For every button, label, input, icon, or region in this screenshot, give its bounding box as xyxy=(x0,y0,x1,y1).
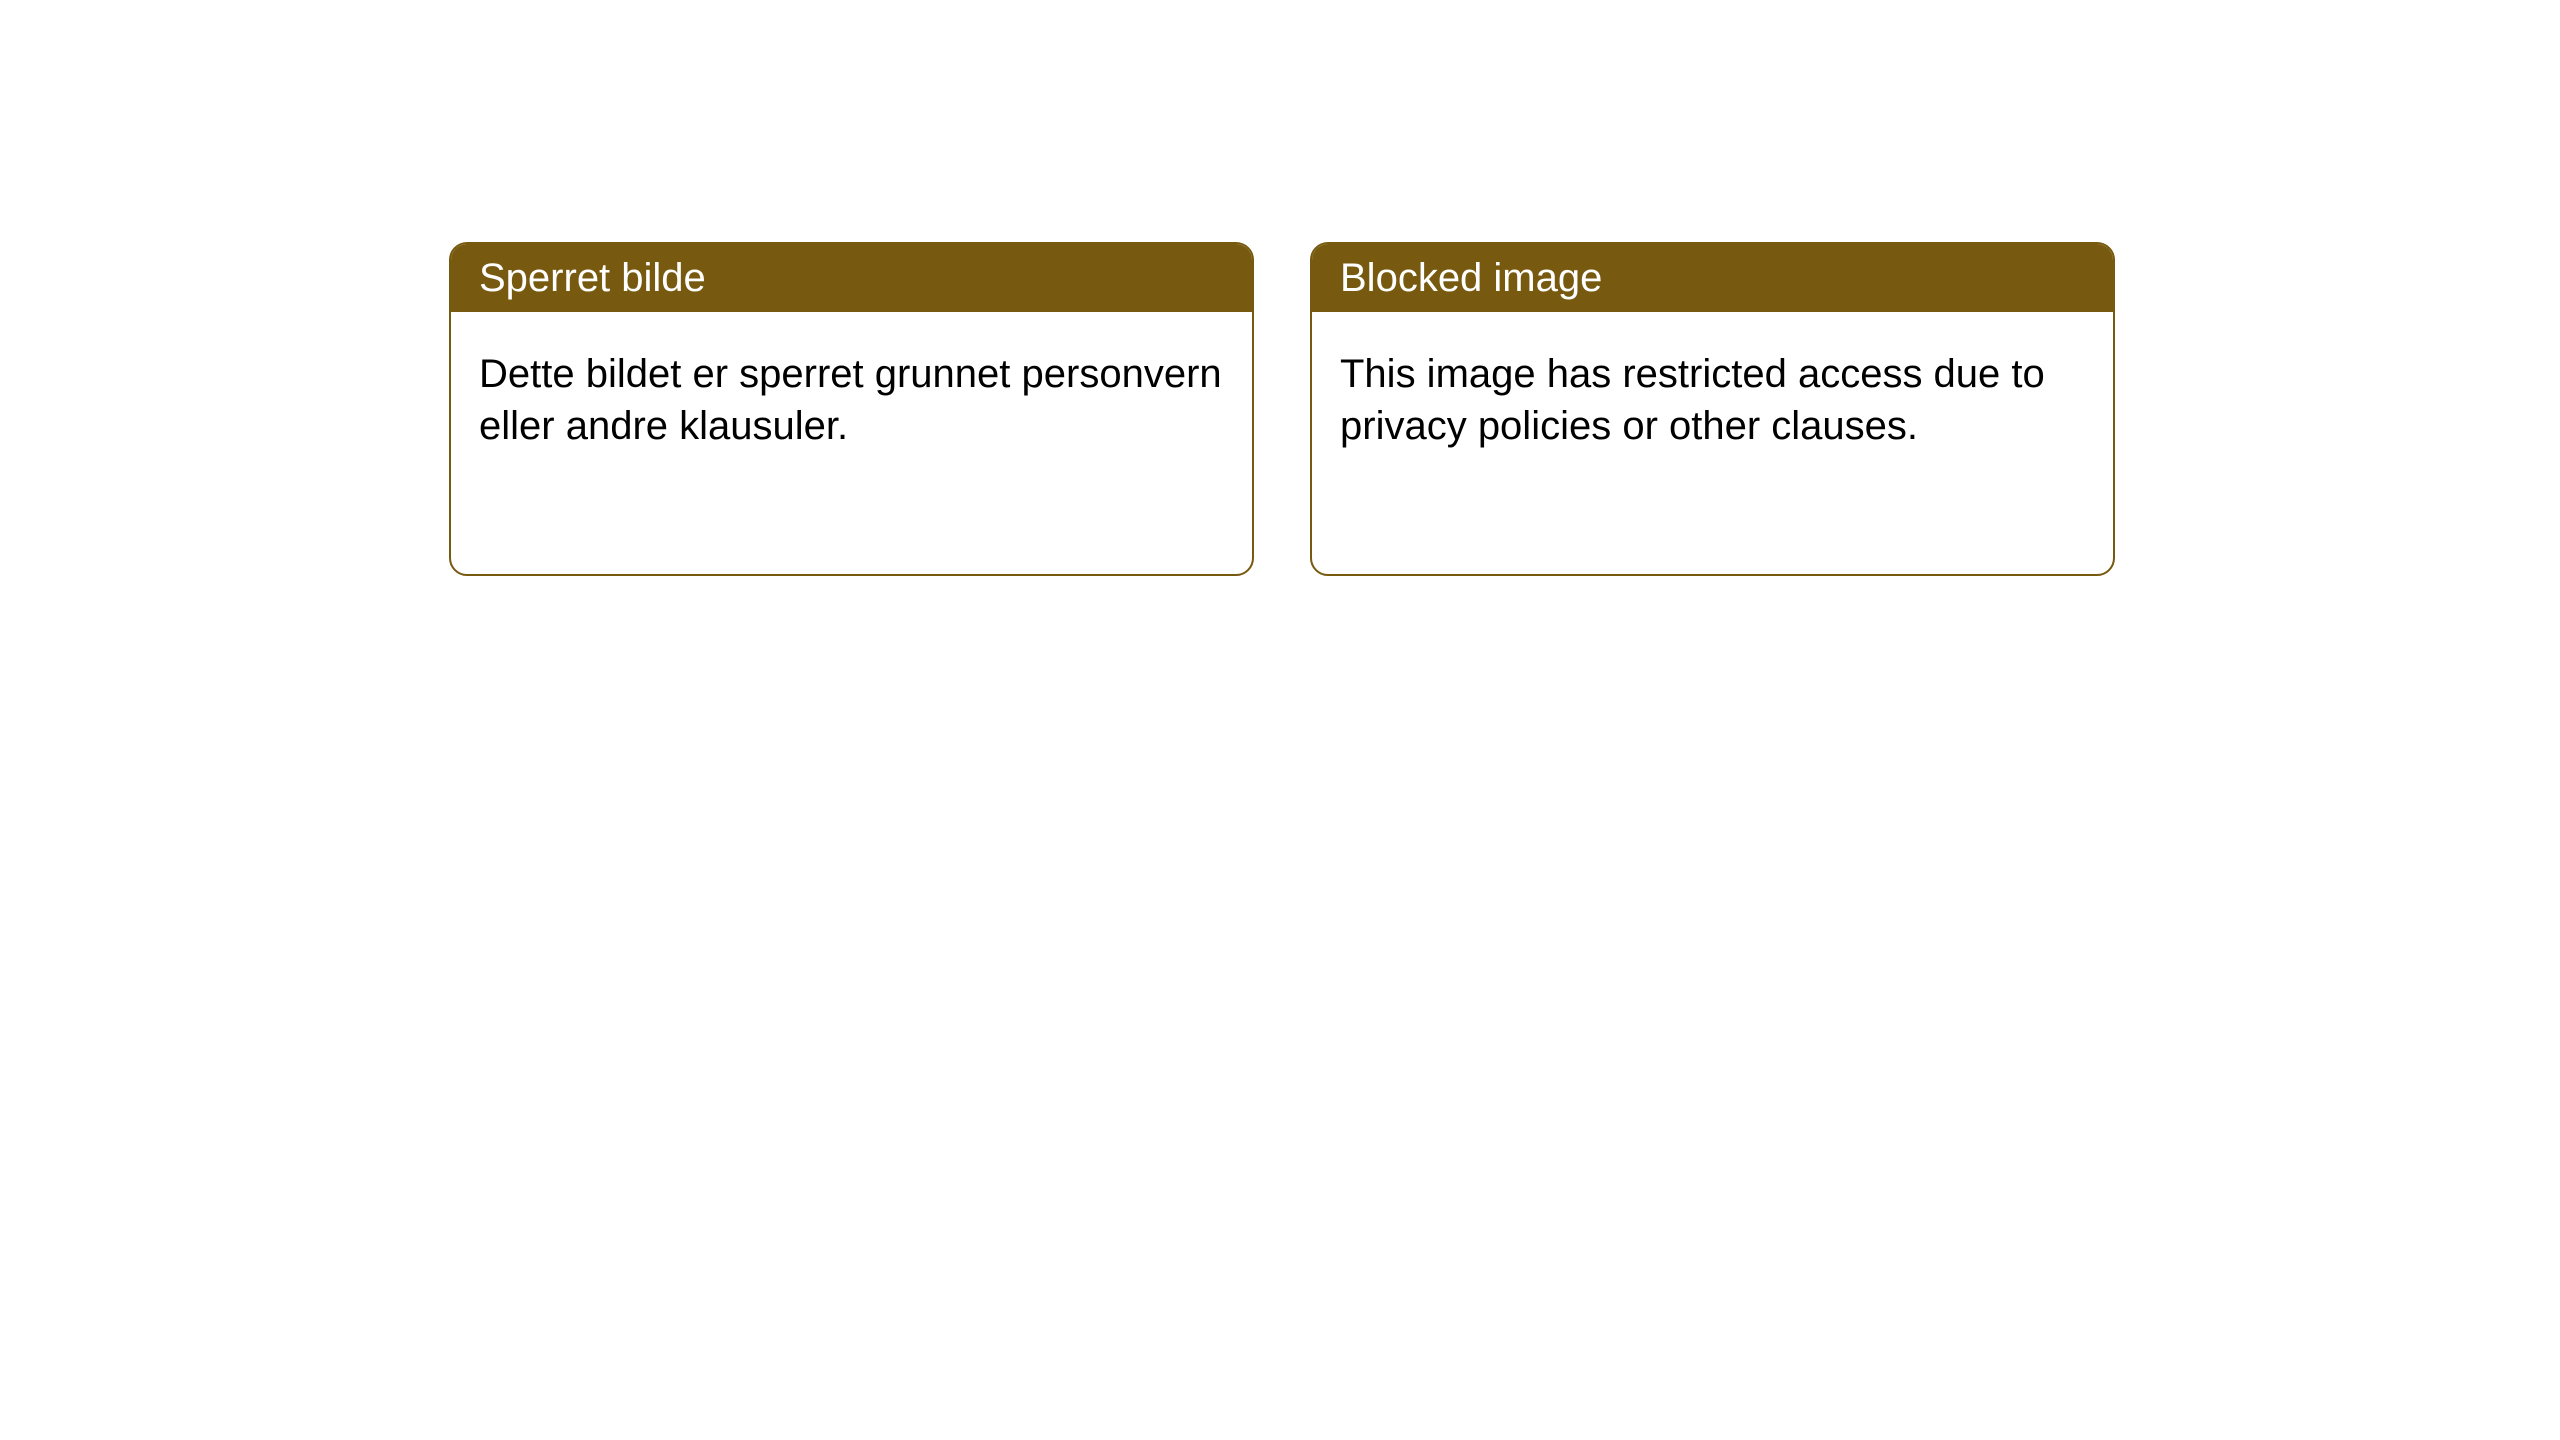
panel-body-en: This image has restricted access due to … xyxy=(1312,312,2113,480)
panel-header-no: Sperret bilde xyxy=(451,244,1252,312)
panels-container: Sperret bilde Dette bildet er sperret gr… xyxy=(0,0,2560,576)
blocked-image-panel-en: Blocked image This image has restricted … xyxy=(1310,242,2115,576)
panel-header-en: Blocked image xyxy=(1312,244,2113,312)
panel-body-no: Dette bildet er sperret grunnet personve… xyxy=(451,312,1252,480)
blocked-image-panel-no: Sperret bilde Dette bildet er sperret gr… xyxy=(449,242,1254,576)
